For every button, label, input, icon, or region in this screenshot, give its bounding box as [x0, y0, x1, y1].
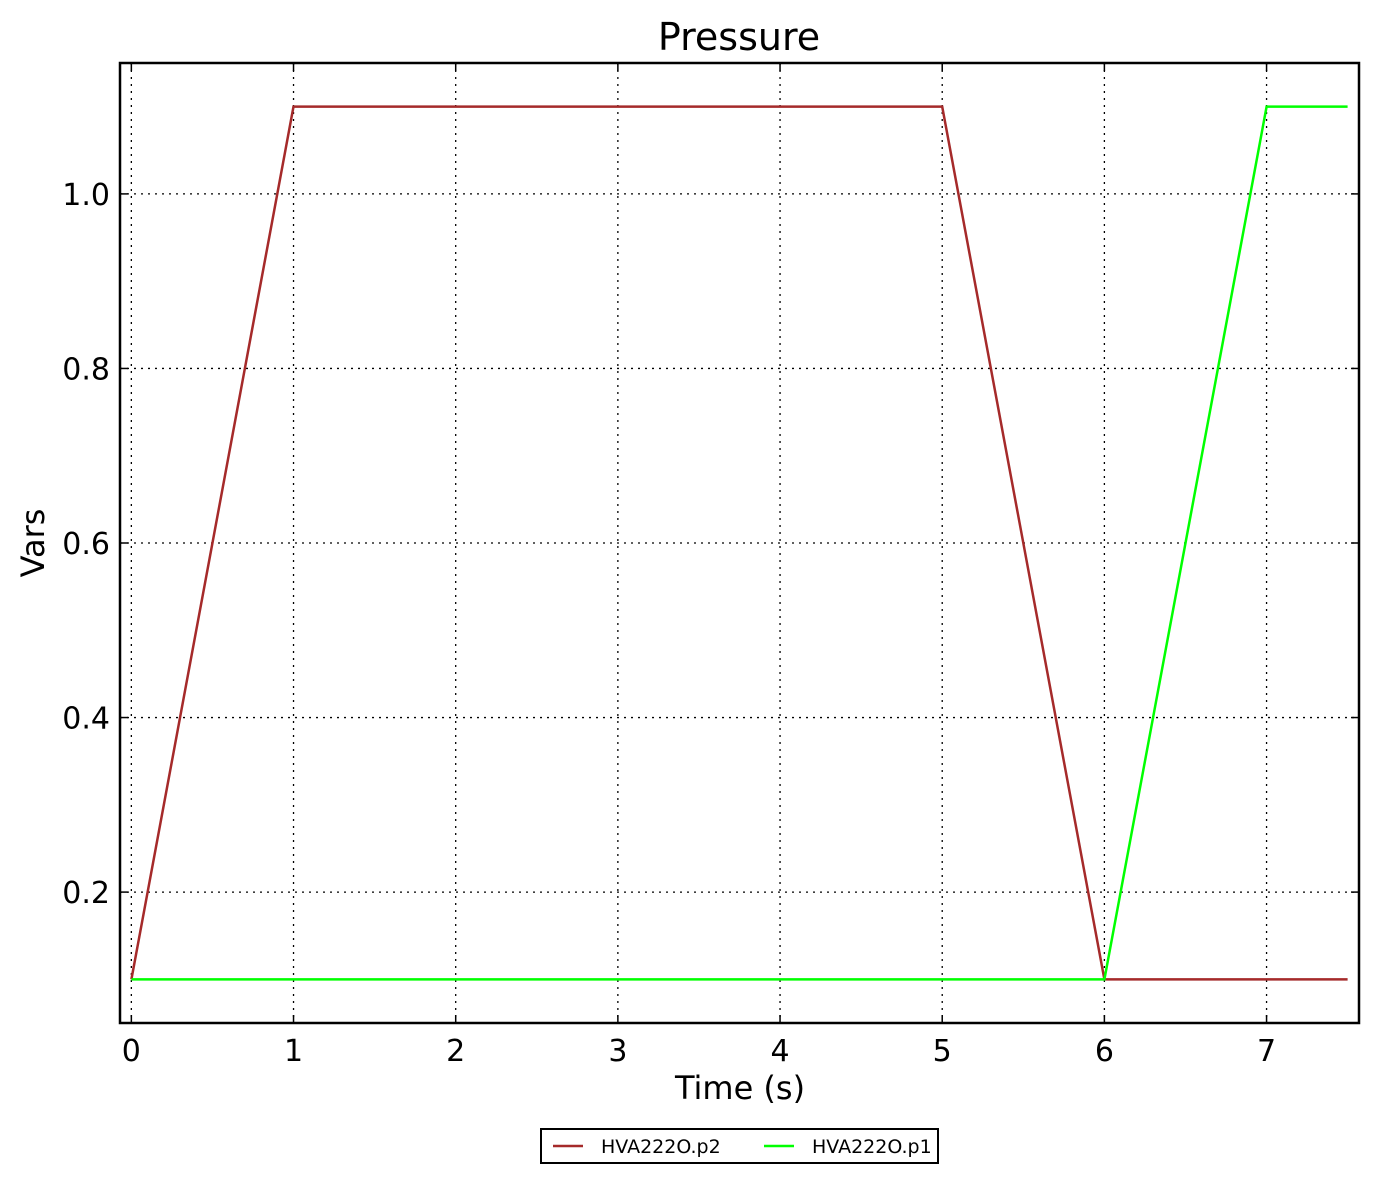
- y-tick-label: 0.8: [62, 352, 110, 387]
- chart-title: Pressure: [658, 15, 820, 59]
- x-tick-label: 6: [1095, 1034, 1114, 1069]
- x-tick-label: 7: [1257, 1034, 1276, 1069]
- x-tick-label: 5: [933, 1034, 952, 1069]
- x-tick-label: 4: [770, 1034, 789, 1069]
- x-axis-label: Time (s): [674, 1069, 805, 1107]
- plot-frame: [118, 61, 1361, 1025]
- y-tick-label: 0.4: [62, 702, 110, 737]
- legend: HVA222O.p2 HVA222O.p1: [540, 1128, 939, 1164]
- grid-lines: [120, 63, 1359, 1023]
- legend-label: HVA222O.p1: [812, 1136, 932, 1158]
- x-tick-label: 2: [446, 1034, 465, 1069]
- y-tick-label: 1.0: [62, 178, 110, 213]
- series-line-HVA222O.p1: [131, 105, 1348, 981]
- y-tick-label: 0.6: [62, 527, 110, 562]
- series-line-HVA222O.p2: [130, 105, 1348, 981]
- x-tick-label: 1: [284, 1034, 303, 1069]
- series-lines: [130, 105, 1348, 981]
- x-tick-label: 0: [122, 1034, 141, 1069]
- axis-ticks: 0 1 2 3 4 5 6 7 0.2 0.4 0.6 0.8 1.0: [62, 63, 1359, 1069]
- y-axis-label: Vars: [14, 509, 52, 578]
- legend-label: HVA222O.p2: [601, 1136, 721, 1158]
- legend-box: [540, 1128, 939, 1164]
- x-tick-label: 3: [608, 1034, 627, 1069]
- y-tick-label: 0.2: [62, 876, 110, 911]
